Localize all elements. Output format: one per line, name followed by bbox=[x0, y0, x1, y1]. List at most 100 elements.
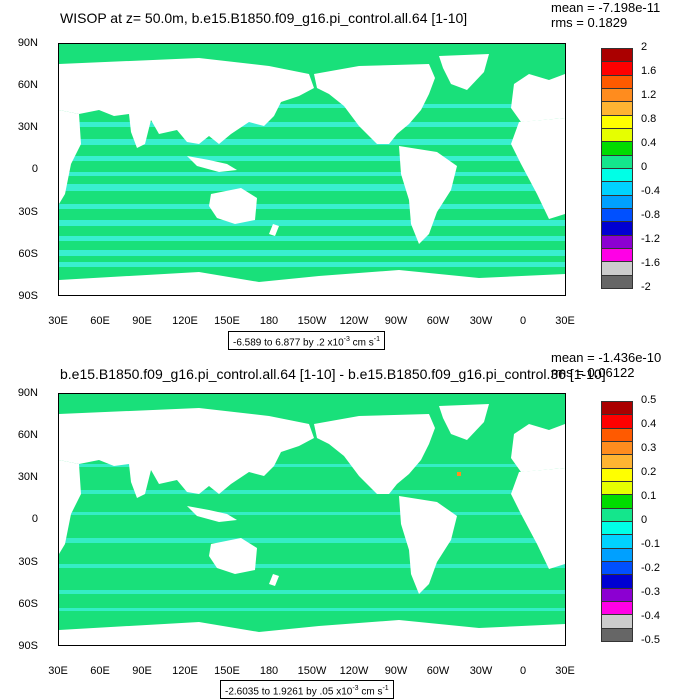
land-greenland bbox=[439, 54, 489, 90]
lon-label: 0 bbox=[519, 315, 527, 327]
land-south-america bbox=[399, 496, 457, 594]
lon-label: 90E bbox=[132, 315, 152, 327]
colorbar-swatch bbox=[601, 414, 633, 429]
colorbar-swatch bbox=[601, 181, 633, 196]
rms-stat: rms = 0.06122 bbox=[551, 365, 635, 380]
colorbar-swatch bbox=[601, 574, 633, 589]
lon-label: 120W bbox=[339, 315, 369, 327]
colorbar-label: 0.4 bbox=[641, 137, 657, 149]
colorbar-swatch bbox=[601, 61, 633, 76]
colorbar-label: 0.3 bbox=[641, 442, 657, 454]
land-africa-east bbox=[59, 460, 81, 554]
lon-label: 30E bbox=[48, 315, 68, 327]
land-masses bbox=[59, 54, 565, 295]
colorbar-label: -0.4 bbox=[641, 610, 660, 622]
land-asia bbox=[59, 408, 314, 494]
colorbar-label: 2 bbox=[641, 41, 648, 53]
colorbar-swatch bbox=[601, 274, 633, 289]
lat-label: 90N bbox=[17, 387, 38, 399]
land-africa-west bbox=[511, 118, 565, 219]
lon-label: 150W bbox=[297, 315, 327, 327]
map-canvas bbox=[59, 44, 565, 295]
colorbar-label: 0.2 bbox=[641, 466, 657, 478]
land-india bbox=[129, 114, 151, 148]
land-australia bbox=[209, 188, 257, 224]
lon-label: 90E bbox=[132, 665, 152, 677]
colorbar-swatch bbox=[601, 627, 633, 642]
colorbar-swatch bbox=[601, 114, 633, 129]
land-new-zealand bbox=[269, 224, 279, 236]
plot-title: WISOP at z= 50.0m, b.e15.B1850.f09_g16.p… bbox=[60, 10, 468, 26]
bottom-panel: b.e15.B1850.f09_g16.pi_control.all.64 [1… bbox=[0, 350, 700, 700]
ocean-speckle bbox=[59, 104, 565, 267]
lon-label: 150W bbox=[297, 665, 327, 677]
colorbar bbox=[601, 48, 633, 289]
colorbar-swatch bbox=[601, 547, 633, 562]
contour-info-box: -2.6035 to 1.9261 by .05 x10-3 cm s-1 bbox=[220, 680, 394, 699]
lon-label: 30W bbox=[469, 665, 493, 677]
land-north-america bbox=[314, 414, 435, 494]
lat-label: 30N bbox=[17, 121, 38, 133]
land-new-zealand bbox=[269, 574, 279, 586]
lat-label: 0 bbox=[31, 163, 38, 175]
colorbar-swatch bbox=[601, 141, 633, 156]
lon-label: 60E bbox=[90, 315, 110, 327]
colorbar-swatch bbox=[601, 441, 633, 456]
colorbar-swatch bbox=[601, 101, 633, 116]
lon-label: 150E bbox=[214, 315, 240, 327]
lon-label: 90W bbox=[384, 315, 408, 327]
contour-info-box: -6.589 to 6.877 by .2 x10-3 cm s-1 bbox=[228, 331, 385, 350]
land-india bbox=[129, 464, 151, 498]
lon-label: 90W bbox=[384, 665, 408, 677]
lat-label: 0 bbox=[31, 513, 38, 525]
ocean-speckle bbox=[59, 464, 565, 611]
land-antarctica bbox=[59, 620, 565, 645]
colorbar-swatch bbox=[601, 248, 633, 263]
lon-label: 0 bbox=[519, 665, 527, 677]
lon-label: 60W bbox=[426, 665, 450, 677]
lat-label: 30N bbox=[17, 471, 38, 483]
colorbar-label: 1.6 bbox=[641, 65, 657, 77]
land-africa-west bbox=[511, 468, 565, 569]
colorbar-swatch bbox=[601, 454, 633, 469]
land-europe bbox=[511, 424, 565, 472]
lat-label: 90N bbox=[17, 37, 38, 49]
colorbar-label: 0.1 bbox=[641, 490, 657, 502]
colorbar-label: -0.5 bbox=[641, 634, 660, 646]
colorbar-swatch bbox=[601, 601, 633, 616]
land-greenland bbox=[439, 404, 489, 440]
colorbar-label: 1.2 bbox=[641, 89, 657, 101]
colorbar-swatch bbox=[601, 208, 633, 223]
colorbar-swatch bbox=[601, 534, 633, 549]
lon-label: 30E bbox=[48, 665, 68, 677]
colorbar-swatch bbox=[601, 561, 633, 576]
colorbar-swatch bbox=[601, 48, 633, 63]
land-indonesia bbox=[187, 506, 237, 522]
lon-label: 60W bbox=[426, 315, 450, 327]
lon-label: 30E bbox=[555, 315, 575, 327]
lon-label: 150E bbox=[214, 665, 240, 677]
lon-label: 30E bbox=[555, 665, 575, 677]
colorbar-swatch bbox=[601, 401, 633, 416]
lat-label: 30S bbox=[18, 556, 38, 568]
colorbar-swatch bbox=[601, 128, 633, 143]
colorbar-label: -0.8 bbox=[641, 209, 660, 221]
colorbar-swatch bbox=[601, 261, 633, 276]
lon-label: 60E bbox=[90, 665, 110, 677]
lon-label: 180 bbox=[259, 665, 279, 677]
lat-label: 30S bbox=[18, 206, 38, 218]
colorbar-label: -1.6 bbox=[641, 257, 660, 269]
lat-label: 90S bbox=[18, 290, 38, 302]
colorbar-label: -0.2 bbox=[641, 562, 660, 574]
colorbar bbox=[601, 401, 633, 642]
land-africa-east bbox=[59, 110, 81, 204]
colorbar-label: -2 bbox=[641, 281, 651, 293]
colorbar-label: 0 bbox=[641, 514, 648, 526]
land-antarctica bbox=[59, 270, 565, 295]
colorbar-swatch bbox=[601, 234, 633, 249]
world-map bbox=[58, 393, 566, 646]
colorbar-swatch bbox=[601, 194, 633, 209]
colorbar-label: 0.8 bbox=[641, 113, 657, 125]
world-map bbox=[58, 43, 566, 296]
colorbar-swatch bbox=[601, 494, 633, 509]
